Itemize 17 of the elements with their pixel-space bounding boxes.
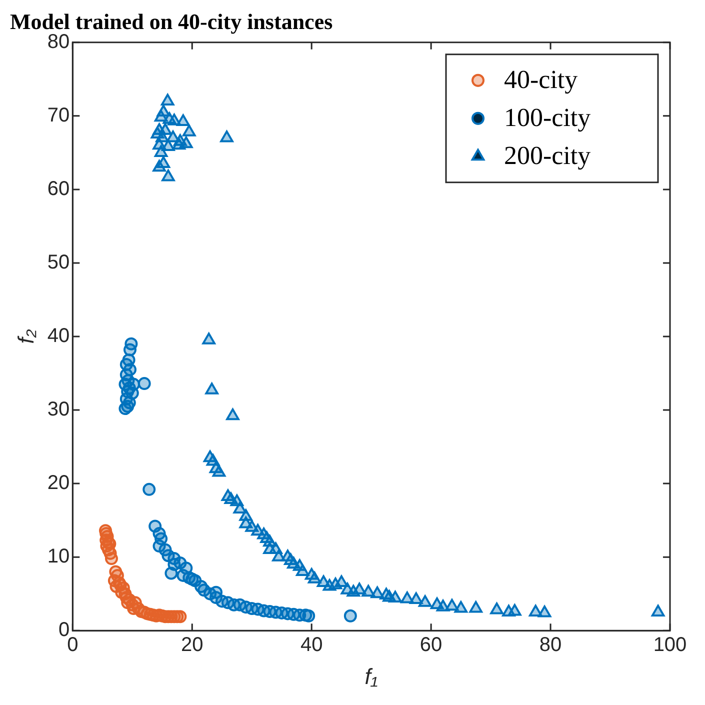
legend-label: 100-city: [504, 103, 591, 132]
y-tick-label: 60: [47, 178, 70, 200]
y-tick-label: 40: [47, 325, 70, 348]
y-tick-label: 10: [47, 546, 70, 568]
legend-label: 200-city: [504, 141, 591, 170]
x-tick-label: 20: [180, 634, 204, 656]
x-tick-label: 60: [420, 634, 442, 656]
y-tick-label: 30: [47, 398, 70, 421]
x-tick-label: 80: [539, 634, 562, 656]
y-tick-label: 20: [47, 472, 70, 494]
y-tick-label: 70: [47, 104, 70, 126]
y-tick-label: 50: [47, 251, 70, 274]
x-tick-label: 40: [300, 634, 323, 656]
x-tick-label: 100: [653, 634, 687, 656]
y-axis-title: f₂: [13, 328, 38, 344]
x-axis-title: f₁: [364, 664, 378, 689]
legend-label: 40-city: [504, 65, 578, 94]
